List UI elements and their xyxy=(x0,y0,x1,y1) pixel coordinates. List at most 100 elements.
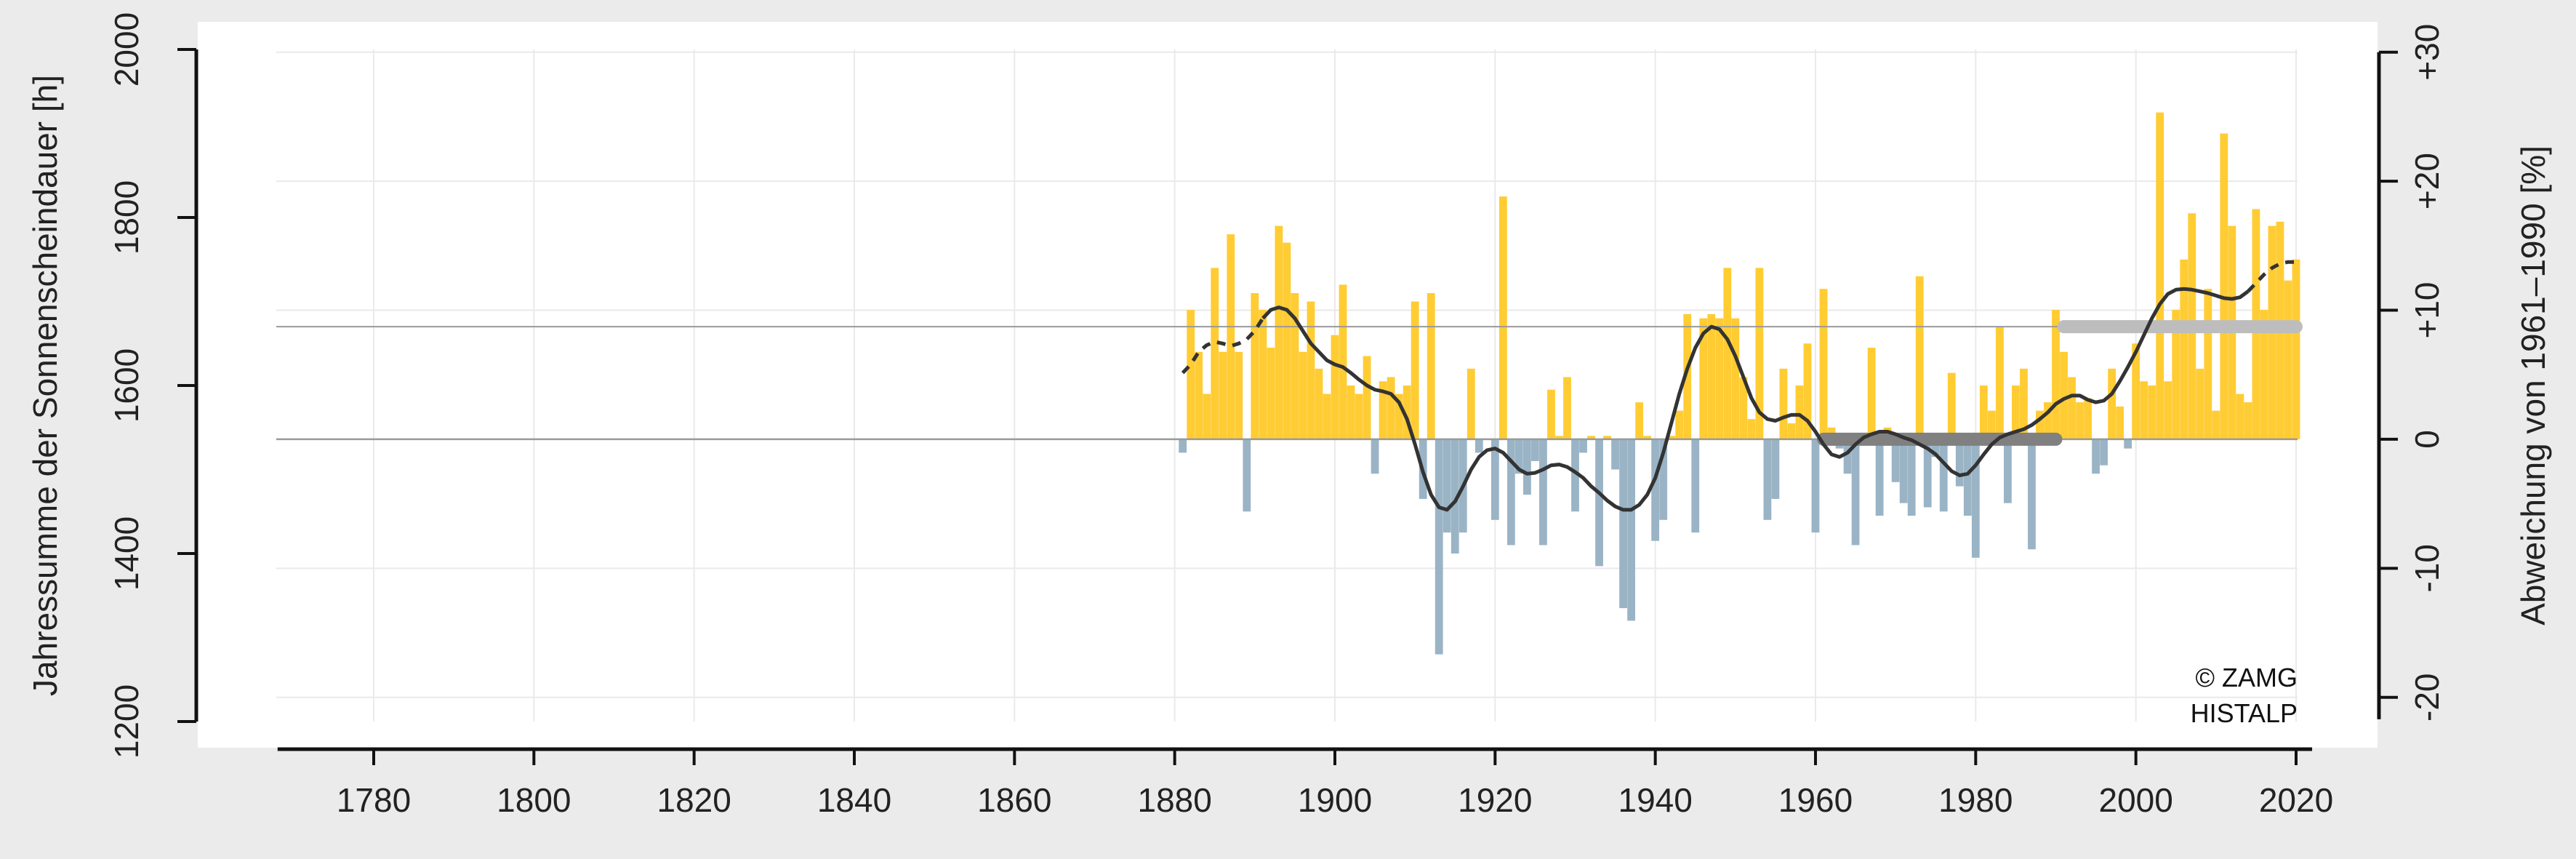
bar xyxy=(1339,284,1347,439)
bar xyxy=(1427,292,1435,439)
bar xyxy=(2044,402,2052,439)
bar xyxy=(1843,439,1852,474)
bar xyxy=(1867,348,1876,439)
bar xyxy=(2100,439,2108,466)
bar xyxy=(1243,439,1251,512)
bar xyxy=(1715,318,1724,439)
bar xyxy=(1195,351,1203,439)
bar xyxy=(2204,289,2212,439)
bar xyxy=(1579,439,1587,453)
bar xyxy=(1667,436,1676,439)
bar xyxy=(1611,439,1619,470)
credit-zamg: © ZAMG xyxy=(2195,663,2298,692)
bar xyxy=(1235,351,1243,439)
smoothed-curve-solid xyxy=(1261,287,2250,512)
bar xyxy=(2284,280,2292,439)
bar xyxy=(1531,439,1539,461)
bar xyxy=(2084,398,2092,439)
bar xyxy=(1275,225,1283,439)
bar xyxy=(2212,410,2220,439)
bar xyxy=(1323,393,1331,439)
x-tick-label: 1980 xyxy=(1938,781,2013,819)
bar xyxy=(2004,439,2012,503)
bar xyxy=(1683,313,1692,439)
bar xyxy=(1179,439,1187,453)
bar xyxy=(1875,439,1884,516)
bar xyxy=(1331,335,1339,439)
bar-series xyxy=(1179,112,2300,655)
bar xyxy=(1923,439,1932,508)
y-tick-label-right: +30 xyxy=(2408,24,2446,81)
bar xyxy=(2244,402,2252,439)
bar xyxy=(2156,112,2164,439)
axes: 1780 1800 1820 1840 1860 1880 1900 1920 1940 1960… xyxy=(108,12,2446,819)
bar xyxy=(1514,439,1523,474)
bar xyxy=(1947,372,1956,439)
bar xyxy=(1955,439,1964,487)
y-axis-title-left: Jahressumme der Sonnenscheindauer [h] xyxy=(26,75,64,696)
bar xyxy=(1411,301,1419,439)
bar xyxy=(1747,419,1756,439)
bar xyxy=(1723,268,1732,439)
bar xyxy=(1939,439,1948,512)
bar xyxy=(2164,381,2172,439)
bar xyxy=(1963,439,1972,516)
bar xyxy=(1755,268,1764,439)
bar xyxy=(1539,439,1547,546)
bar xyxy=(2140,381,2148,439)
bar xyxy=(2076,402,2084,439)
x-tick-label: 1940 xyxy=(1618,781,1692,819)
bar xyxy=(1291,292,1299,439)
bar xyxy=(1379,381,1387,439)
bar xyxy=(1603,436,1611,439)
y-axis-title-right: Abweichung von 1961–1990 [%] xyxy=(2514,145,2552,626)
credit-histalp: HISTALP xyxy=(2191,698,2298,728)
bar xyxy=(1651,439,1660,541)
x-tick-label: 1800 xyxy=(497,781,571,819)
bar xyxy=(1811,439,1820,533)
bar xyxy=(1763,439,1772,520)
bar xyxy=(2196,368,2204,439)
bar xyxy=(1227,234,1235,439)
x-tick-label: 1900 xyxy=(1298,781,1372,819)
bar xyxy=(1395,393,1403,439)
x-tick-label: 1880 xyxy=(1137,781,1211,819)
bar xyxy=(2292,259,2300,439)
bar xyxy=(1795,385,1804,439)
bar xyxy=(1771,439,1780,499)
bar xyxy=(1707,313,1716,439)
bar xyxy=(2132,343,2140,439)
x-tick-label: 1960 xyxy=(1778,781,1853,819)
y-tick-label-left: 2000 xyxy=(108,12,145,87)
bar xyxy=(1474,439,1483,453)
bar xyxy=(1347,385,1355,439)
bar xyxy=(1498,196,1507,439)
bar xyxy=(1307,301,1315,439)
x-tick-label: 2020 xyxy=(2259,781,2333,819)
bar xyxy=(2124,439,2132,449)
bar xyxy=(2236,393,2244,439)
bar xyxy=(2028,439,2036,550)
bar xyxy=(1506,439,1515,546)
bar xyxy=(1571,439,1579,512)
bar xyxy=(1619,439,1627,609)
bar xyxy=(1891,439,1900,482)
y-tick-label-left: 1400 xyxy=(108,516,145,591)
bar xyxy=(1251,292,1259,439)
bar xyxy=(1699,318,1708,439)
bar xyxy=(2052,310,2060,439)
bar xyxy=(1779,368,1788,439)
x-tick-label: 1820 xyxy=(657,781,731,819)
bar xyxy=(1490,439,1499,520)
bar xyxy=(1371,439,1379,474)
bar xyxy=(1979,385,1988,439)
bar xyxy=(1595,439,1603,567)
y-tick-label-left: 1800 xyxy=(108,180,145,255)
bar xyxy=(1219,351,1227,439)
bar xyxy=(1643,436,1652,439)
y-tick-label-right: +20 xyxy=(2408,153,2446,209)
bar xyxy=(1555,436,1563,439)
bar xyxy=(1739,377,1748,439)
bar xyxy=(1315,368,1323,439)
